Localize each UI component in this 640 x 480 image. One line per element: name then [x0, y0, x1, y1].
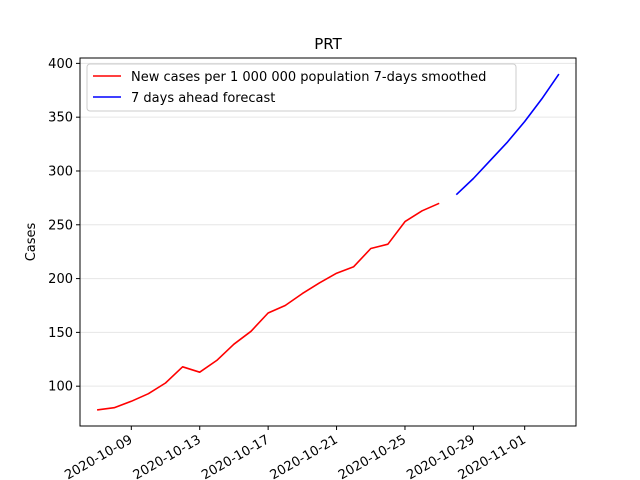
y-tick-label: 150 [48, 326, 73, 341]
x-tick-label: 2020-10-21 [268, 432, 341, 480]
plot-frame [79, 57, 577, 427]
x-tick-label: 2020-10-09 [62, 432, 135, 480]
y-tick-label: 350 [48, 111, 73, 126]
y-axis-label: Cases [24, 222, 39, 261]
legend-label: New cases per 1 000 000 population 7-day… [131, 70, 486, 85]
y-tick-label: 100 [48, 380, 73, 395]
y-axis: 100 150 200 250 300 350 400 [48, 57, 80, 395]
legend-box [86, 63, 517, 112]
y-tick-label: 400 [48, 57, 73, 72]
x-tick-label: 2020-10-17 [199, 432, 272, 480]
series-line-forecast [455, 73, 560, 196]
x-tick-label: 2020-10-13 [131, 432, 204, 480]
y-tick-label: 250 [48, 218, 73, 233]
y-tick-label: 200 [48, 272, 73, 287]
series-line-cases [96, 202, 440, 411]
legend: New cases per 1 000 000 population 7-day… [86, 63, 517, 112]
series-lines [96, 73, 560, 411]
gridlines [80, 62, 576, 387]
x-tick-label: 2020-10-25 [336, 432, 409, 480]
chart-title: PRT [314, 35, 342, 53]
y-tick-label: 300 [48, 164, 73, 179]
legend-label: 7 days ahead forecast [131, 91, 275, 106]
x-axis: 2020-10-092020-10-132020-10-172020-10-21… [62, 426, 529, 480]
